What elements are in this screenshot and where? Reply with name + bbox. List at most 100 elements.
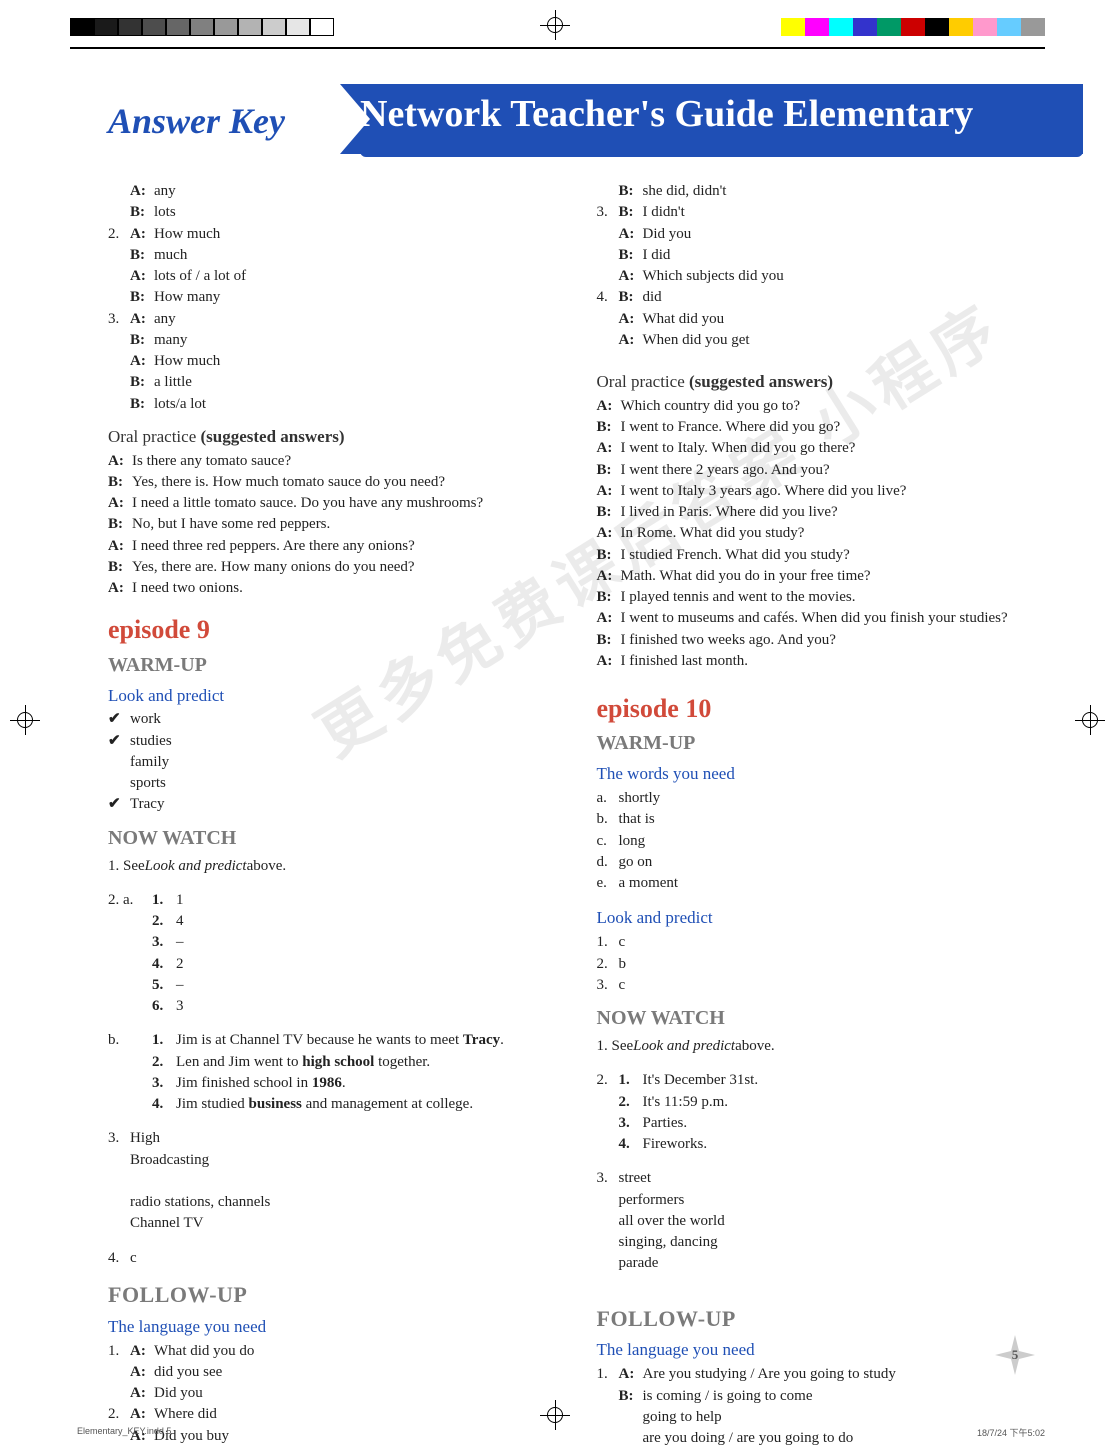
now-watch-heading: NOW WATCH	[108, 825, 557, 852]
nw4: 4.c	[108, 1248, 557, 1268]
dialog-line: B:a little	[108, 372, 557, 392]
nw1-post: above.	[247, 856, 287, 876]
dialog-line: A:In Rome. What did you study?	[597, 523, 1046, 543]
list-item: 3.High	[108, 1128, 557, 1148]
dialog-line: B:lots/a lot	[108, 394, 557, 414]
nw1-italic: Look and predict	[633, 1036, 735, 1056]
list-item: 2.b	[597, 954, 1046, 974]
dialog-line: A:When did you get	[597, 330, 1046, 350]
registration-mark	[540, 10, 570, 40]
dialog-line: going to help	[597, 1407, 1046, 1427]
dialog-line: A:lots of / a lot of	[108, 266, 557, 286]
oral-label: Oral practice	[597, 372, 690, 391]
language-need-heading: The language you need	[108, 1316, 557, 1339]
list-item: 3.–	[108, 932, 557, 952]
list-item: b.that is	[597, 809, 1046, 829]
dialog-line: B:Yes, there are. How many onions do you…	[108, 557, 557, 577]
dialog-line: 2.A:How much	[108, 224, 557, 244]
oral-practice-heading: Oral practice (suggested answers)	[597, 371, 1046, 394]
dialog-line: B:I lived in Paris. Where did you live?	[597, 502, 1046, 522]
dialog-line: A:How much	[108, 351, 557, 371]
registration-mark	[1075, 705, 1105, 735]
dialog-line: 4.B:did	[597, 287, 1046, 307]
footer-left: Elementary_KEY.indd 5	[77, 1426, 171, 1436]
dialog-line: B:How many	[108, 287, 557, 307]
dialog-line: A:Did you buy	[108, 1426, 557, 1446]
dialog-line: 1.A:Are you studying / Are you going to …	[597, 1364, 1046, 1384]
footer-right: 18/7/24 下午5:02	[977, 1426, 1045, 1439]
list-item: 6.3	[108, 996, 557, 1016]
page-number: 5	[995, 1347, 1035, 1363]
list-item: 5.–	[108, 975, 557, 995]
list-item: performers	[597, 1190, 1046, 1210]
list-item: Broadcasting	[108, 1150, 557, 1170]
list-item: Channel TV	[108, 1213, 557, 1233]
dialog-line: A:I need a little tomato sauce. Do you h…	[108, 493, 557, 513]
dialog-line: A:Did you	[108, 1383, 557, 1403]
dialog-line: 2.A:Where did	[108, 1404, 557, 1424]
dialog-line: 3.B:I didn't	[597, 202, 1046, 222]
crop-line-top	[70, 47, 1045, 49]
list-item: b.1.Jim is at Channel TV because he want…	[108, 1030, 557, 1050]
dialog-line: A:Math. What did you do in your free tim…	[597, 566, 1046, 586]
nw1-pre: 1. See	[597, 1036, 634, 1056]
dialog-line: B:lots	[108, 202, 557, 222]
dialog-line: B:I studied French. What did you study?	[597, 545, 1046, 565]
nw1-italic: Look and predict	[145, 856, 247, 876]
left-column: A:anyB:lots2.A:How muchB:muchA:lots of /…	[108, 180, 557, 1446]
dialog-line: A:Which subjects did you	[597, 266, 1046, 286]
nw1-pre: 1. See	[108, 856, 145, 876]
dialog-line: A:I need three red peppers. Are there an…	[108, 536, 557, 556]
warmup-heading: WARM-UP	[108, 652, 557, 679]
dialog-line: B:Yes, there is. How much tomato sauce d…	[108, 472, 557, 492]
dialog-line: B:many	[108, 330, 557, 350]
guide-title: Network Teacher's Guide Elementary	[360, 92, 973, 136]
dialog-line: A:I went to museums and cafés. When did …	[597, 608, 1046, 628]
list-item: c.long	[597, 831, 1046, 851]
list-item: 2.4	[108, 911, 557, 931]
dialog-line: B:is coming / is going to come	[597, 1386, 1046, 1406]
dialog-line: B:I went there 2 years ago. And you?	[597, 460, 1046, 480]
checklist-item: ✔Tracy	[108, 794, 557, 814]
now-watch-1: 1. See Look and predict above.	[108, 856, 557, 876]
dialog-line: A:any	[108, 181, 557, 201]
dialog-line: A:did you see	[108, 1362, 557, 1382]
language-need-heading: The language you need	[597, 1339, 1046, 1362]
dialog-line: A:Which country did you go to?	[597, 396, 1046, 416]
list-item: parade	[597, 1253, 1046, 1273]
calibration-bar-right	[781, 18, 1045, 36]
followup-heading: FOLLOW-UP	[597, 1304, 1046, 1334]
dialog-line: B:she did, didn't	[597, 181, 1046, 201]
checklist-item: ✔work	[108, 709, 557, 729]
dialog-line: A:I went to Italy 3 years ago. Where did…	[597, 481, 1046, 501]
dialog-line: A:I went to Italy. When did you go there…	[597, 438, 1046, 458]
list-item: singing, dancing	[597, 1232, 1046, 1252]
list-item: a.shortly	[597, 788, 1046, 808]
dialog-line: B:No, but I have some red peppers.	[108, 514, 557, 534]
content-columns: A:anyB:lots2.A:How muchB:muchA:lots of /…	[108, 180, 1045, 1446]
page-number-compass: 5	[995, 1335, 1035, 1375]
registration-mark	[10, 705, 40, 735]
list-item: radio stations, channels	[108, 1192, 557, 1212]
list-item: 3.Parties.	[597, 1113, 1046, 1133]
checklist-item: family	[108, 752, 557, 772]
dialog-line: A:Did you	[597, 224, 1046, 244]
dialog-line: B:I went to France. Where did you go?	[597, 417, 1046, 437]
oral-suggested: (suggested answers)	[201, 427, 345, 446]
list-item: 3.street	[597, 1168, 1046, 1188]
warmup-heading: WARM-UP	[597, 730, 1046, 757]
list-item: 4.Jim studied business and management at…	[108, 1094, 557, 1114]
oral-label: Oral practice	[108, 427, 201, 446]
list-item: d.go on	[597, 852, 1046, 872]
look-predict-heading: Look and predict	[108, 685, 557, 708]
dialog-line: 3.A:any	[108, 309, 557, 329]
oral-practice-heading: Oral practice (suggested answers)	[108, 426, 557, 449]
dialog-line: B:I finished two weeks ago. And you?	[597, 630, 1046, 650]
episode-10-heading: episode 10	[597, 691, 1046, 726]
dialog-line: A:I need two onions.	[108, 578, 557, 598]
episode-9-heading: episode 9	[108, 612, 557, 647]
dialog-line: A:What did you	[597, 309, 1046, 329]
list-item: 3.Jim finished school in 1986.	[108, 1073, 557, 1093]
list-item: 3.c	[597, 975, 1046, 995]
dialog-line: A:I finished last month.	[597, 651, 1046, 671]
